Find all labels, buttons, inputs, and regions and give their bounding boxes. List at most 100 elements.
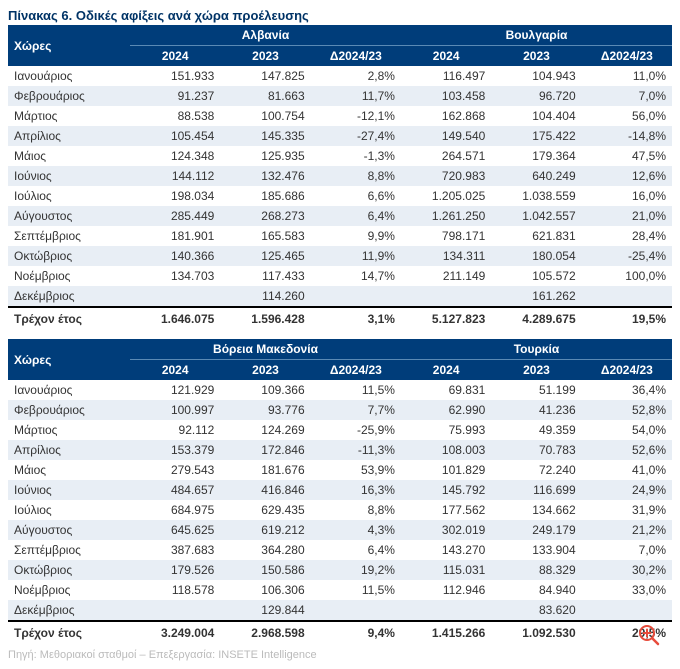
country-left: Βόρεια Μακεδονία	[130, 339, 401, 360]
col-2024: 2024	[130, 360, 220, 381]
table-row: Ιούλιος198.034185.6866,6%1.205.0251.038.…	[8, 186, 672, 206]
cell: 6,4%	[311, 540, 401, 560]
total-row: Τρέχον έτος3.249.0042.968.5989,4%1.415.2…	[8, 621, 672, 643]
cell: 100,0%	[582, 266, 672, 286]
cell: 14,7%	[311, 266, 401, 286]
month-cell: Ιανουάριος	[8, 380, 130, 400]
cell: 364.280	[220, 540, 310, 560]
col-2024: 2024	[401, 360, 491, 381]
table-row: Αύγουστος285.449268.2736,4%1.261.2501.04…	[8, 206, 672, 226]
cell: -25,9%	[311, 420, 401, 440]
cell: 83.620	[491, 600, 581, 621]
cell: 72.240	[491, 460, 581, 480]
cell: 6,6%	[311, 186, 401, 206]
col-2023: 2023	[491, 46, 581, 67]
cell	[401, 600, 491, 621]
cell: 30,2%	[582, 560, 672, 580]
month-cell: Φεβρουάριος	[8, 400, 130, 420]
table-row: Δεκέμβριος114.260161.262	[8, 286, 672, 307]
cell: 645.625	[130, 520, 220, 540]
cell: 7,0%	[582, 86, 672, 106]
cell: 198.034	[130, 186, 220, 206]
cell: 629.435	[220, 500, 310, 520]
cell: 41.236	[491, 400, 581, 420]
cell: 105.572	[491, 266, 581, 286]
cell: 144.112	[130, 166, 220, 186]
table-row: Φεβρουάριος91.23781.66311,7%103.45896.72…	[8, 86, 672, 106]
col-2023: 2023	[220, 46, 310, 67]
cell: 302.019	[401, 520, 491, 540]
cell: 121.929	[130, 380, 220, 400]
cell: 33,0%	[582, 580, 672, 600]
month-cell: Σεπτέμβριος	[8, 540, 130, 560]
cell: 162.868	[401, 106, 491, 126]
cell: 70.783	[491, 440, 581, 460]
cell: 28,4%	[582, 226, 672, 246]
tables-container: ΧώρεςΑλβανίαΒουλγαρία20242023Δ2024/23202…	[8, 25, 672, 643]
total-row: Τρέχον έτος1.646.0751.596.4283,1%5.127.8…	[8, 307, 672, 329]
cell: 387.683	[130, 540, 220, 560]
month-cell: Ιούνιος	[8, 480, 130, 500]
cell: 7,7%	[311, 400, 401, 420]
cell: 16,3%	[311, 480, 401, 500]
cell: 11,0%	[582, 66, 672, 86]
cell: 177.562	[401, 500, 491, 520]
cell: 125.465	[220, 246, 310, 266]
cell: 81.663	[220, 86, 310, 106]
cell: 264.571	[401, 146, 491, 166]
table-row: Οκτώβριος179.526150.58619,2%115.03188.32…	[8, 560, 672, 580]
cell: 106.306	[220, 580, 310, 600]
country-left: Αλβανία	[130, 25, 401, 46]
cell: 684.975	[130, 500, 220, 520]
cell	[401, 286, 491, 307]
cell: 16,0%	[582, 186, 672, 206]
table-row: Ιανουάριος151.933147.8252,8%116.497104.9…	[8, 66, 672, 86]
cell: 153.379	[130, 440, 220, 460]
cell: 41,0%	[582, 460, 672, 480]
col-countries: Χώρες	[8, 339, 130, 380]
country-right: Τουρκία	[401, 339, 672, 360]
cell: 8,8%	[311, 500, 401, 520]
arrivals-table: ΧώρεςΒόρεια ΜακεδονίαΤουρκία20242023Δ202…	[8, 339, 672, 643]
cell: 52,6%	[582, 440, 672, 460]
cell: 116.699	[491, 480, 581, 500]
cell: 7,0%	[582, 540, 672, 560]
cell: 147.825	[220, 66, 310, 86]
cell	[130, 600, 220, 621]
cell: 5.127.823	[401, 307, 491, 329]
cell: 93.776	[220, 400, 310, 420]
cell: 96.720	[491, 86, 581, 106]
table-row: Μάρτιος92.112124.269-25,9%75.99349.35954…	[8, 420, 672, 440]
table-row: Απρίλιος153.379172.846-11,3%108.00370.78…	[8, 440, 672, 460]
cell: 145.792	[401, 480, 491, 500]
month-cell: Ιούνιος	[8, 166, 130, 186]
table-row: Ιούνιος144.112132.4768,8%720.983640.2491…	[8, 166, 672, 186]
cell: 1.092.530	[491, 621, 581, 643]
cell: 161.262	[491, 286, 581, 307]
table-row: Μάιος279.543181.67653,9%101.82972.24041,…	[8, 460, 672, 480]
month-cell: Απρίλιος	[8, 440, 130, 460]
cell: 181.676	[220, 460, 310, 480]
cell: 640.249	[491, 166, 581, 186]
cell: -27,4%	[311, 126, 401, 146]
cell: 279.543	[130, 460, 220, 480]
cell: 100.754	[220, 106, 310, 126]
cell: 4.289.675	[491, 307, 581, 329]
cell: 21,2%	[582, 520, 672, 540]
cell: 3,1%	[311, 307, 401, 329]
table-row: Φεβρουάριος100.99793.7767,7%62.99041.236…	[8, 400, 672, 420]
cell: 9,4%	[311, 621, 401, 643]
table-row: Νοέμβριος134.703117.43314,7%211.149105.5…	[8, 266, 672, 286]
zoom-in-icon[interactable]	[638, 624, 660, 649]
table-row: Σεπτέμβριος387.683364.2806,4%143.270133.…	[8, 540, 672, 560]
cell: -11,3%	[311, 440, 401, 460]
col-countries: Χώρες	[8, 25, 130, 66]
cell: 150.586	[220, 560, 310, 580]
cell: 62.990	[401, 400, 491, 420]
cell: -14,8%	[582, 126, 672, 146]
cell: 101.829	[401, 460, 491, 480]
cell: 3.249.004	[130, 621, 220, 643]
month-cell: Νοέμβριος	[8, 580, 130, 600]
month-cell: Οκτώβριος	[8, 246, 130, 266]
cell: 52,8%	[582, 400, 672, 420]
